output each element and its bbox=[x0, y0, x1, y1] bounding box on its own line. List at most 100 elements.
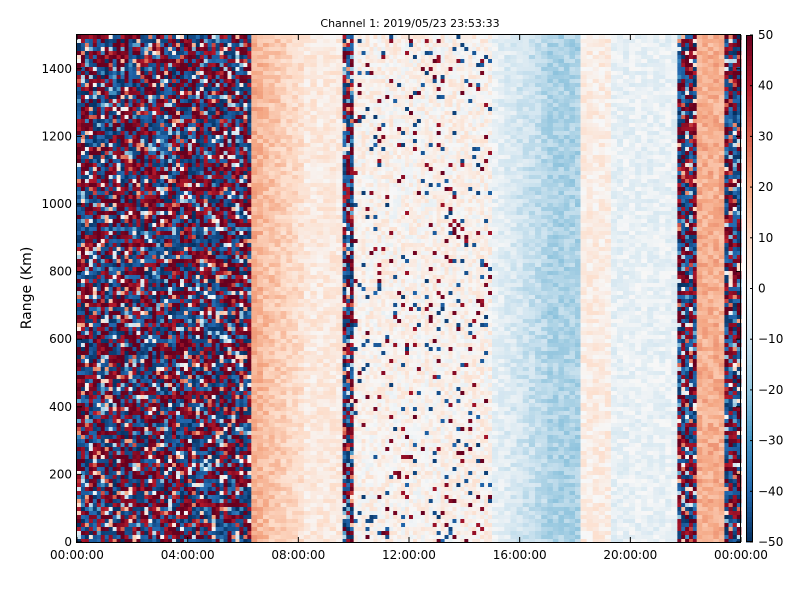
heatmap-cell bbox=[215, 191, 221, 196]
heatmap-cell bbox=[152, 435, 157, 440]
heatmap-cell bbox=[88, 523, 94, 528]
heatmap-cell bbox=[172, 363, 177, 368]
heatmap-cell bbox=[84, 423, 90, 428]
heatmap-cell bbox=[164, 371, 169, 376]
heatmap-cell bbox=[88, 475, 94, 480]
heatmap-cell bbox=[128, 255, 133, 260]
heatmap-cell bbox=[168, 235, 173, 240]
heatmap-cell bbox=[231, 155, 236, 160]
heatmap-cell bbox=[152, 523, 157, 528]
heatmap-cell bbox=[207, 459, 213, 464]
heatmap-cell bbox=[231, 163, 236, 168]
heatmap-cell bbox=[132, 535, 137, 540]
heatmap-cell bbox=[88, 531, 94, 536]
heatmap-cell bbox=[207, 371, 213, 376]
heatmap-cell bbox=[124, 475, 129, 480]
heatmap-cell bbox=[152, 255, 157, 260]
heatmap-cell bbox=[176, 127, 181, 132]
heatmap-cell bbox=[219, 279, 224, 284]
heatmap-cell bbox=[160, 335, 165, 340]
heatmap-cell bbox=[136, 343, 141, 348]
heatmap-cell bbox=[108, 95, 114, 100]
heatmap-cell bbox=[136, 115, 141, 120]
heatmap-cell bbox=[116, 447, 121, 452]
heatmap-cell bbox=[104, 375, 110, 380]
heatmap-cell bbox=[219, 371, 224, 376]
heatmap-cell bbox=[108, 59, 114, 64]
heatmap-cell bbox=[132, 151, 137, 156]
heatmap-cell bbox=[203, 367, 209, 372]
heatmap-cell bbox=[144, 131, 149, 136]
heatmap-cell bbox=[136, 247, 141, 252]
heatmap-cell bbox=[187, 247, 193, 252]
heatmap-cell bbox=[80, 107, 86, 112]
heatmap-cell bbox=[180, 503, 185, 508]
heatmap-cell bbox=[160, 187, 165, 192]
heatmap-cell bbox=[84, 391, 90, 396]
heatmap-cell bbox=[211, 303, 217, 308]
heatmap-cell bbox=[183, 183, 189, 188]
heatmap-cell bbox=[136, 423, 141, 428]
heatmap-cell bbox=[104, 327, 110, 332]
heatmap-cell bbox=[156, 135, 161, 140]
heatmap-cell bbox=[223, 147, 228, 152]
heatmap-cell bbox=[215, 275, 221, 280]
heatmap-cell bbox=[80, 315, 86, 320]
heatmap-cell bbox=[128, 155, 133, 160]
heatmap-cell bbox=[203, 315, 209, 320]
heatmap-cell bbox=[168, 423, 173, 428]
heatmap-cell bbox=[215, 239, 221, 244]
heatmap-cell bbox=[112, 423, 118, 428]
heatmap-cell bbox=[124, 151, 129, 156]
heatmap-cell bbox=[112, 363, 118, 368]
heatmap-cell bbox=[96, 371, 102, 376]
heatmap-cell bbox=[203, 351, 209, 356]
heatmap-cell bbox=[112, 391, 118, 396]
heatmap-cell bbox=[120, 323, 125, 328]
heatmap-cell bbox=[84, 371, 90, 376]
heatmap-cell bbox=[100, 279, 106, 284]
heatmap-cell bbox=[104, 531, 110, 536]
heatmap-cell bbox=[152, 119, 157, 124]
heatmap-cell bbox=[100, 143, 106, 148]
heatmap-cell bbox=[100, 415, 106, 420]
heatmap-cell bbox=[164, 495, 169, 500]
heatmap-cell bbox=[152, 383, 157, 388]
heatmap-cell bbox=[92, 347, 98, 352]
heatmap-cell bbox=[92, 235, 98, 240]
heatmap-cell bbox=[195, 71, 201, 76]
heatmap-cell bbox=[96, 199, 102, 204]
heatmap-cell bbox=[187, 295, 193, 300]
heatmap-cell bbox=[211, 223, 217, 228]
heatmap-cell bbox=[80, 59, 86, 64]
heatmap-cell bbox=[156, 483, 161, 488]
heatmap-cell bbox=[84, 347, 90, 352]
heatmap-cell bbox=[132, 343, 137, 348]
heatmap-cell bbox=[223, 271, 228, 276]
heatmap-cell bbox=[160, 391, 165, 396]
heatmap-cell bbox=[128, 167, 133, 172]
heatmap-cell bbox=[180, 531, 185, 536]
heatmap-cell bbox=[203, 523, 209, 528]
heatmap-cell bbox=[191, 467, 197, 472]
heatmap-cell bbox=[207, 443, 213, 448]
heatmap-cell bbox=[104, 275, 110, 280]
heatmap-cell bbox=[219, 259, 224, 264]
heatmap-cell bbox=[187, 327, 193, 332]
heatmap-cell bbox=[104, 267, 110, 272]
heatmap-cell bbox=[132, 367, 137, 372]
heatmap-cell bbox=[124, 315, 129, 320]
heatmap-cell bbox=[191, 139, 197, 144]
heatmap-cell bbox=[219, 343, 224, 348]
heatmap-cell bbox=[211, 351, 217, 356]
heatmap-cell bbox=[132, 99, 137, 104]
heatmap-cell bbox=[164, 55, 169, 60]
heatmap-cell bbox=[191, 175, 197, 180]
heatmap-cell bbox=[164, 95, 169, 100]
heatmap-cell bbox=[231, 35, 236, 40]
heatmap-cell bbox=[112, 203, 118, 208]
heatmap-cell bbox=[219, 271, 224, 276]
heatmap-cell bbox=[92, 379, 98, 384]
heatmap-cell bbox=[100, 55, 106, 60]
heatmap-cell bbox=[180, 539, 185, 542]
